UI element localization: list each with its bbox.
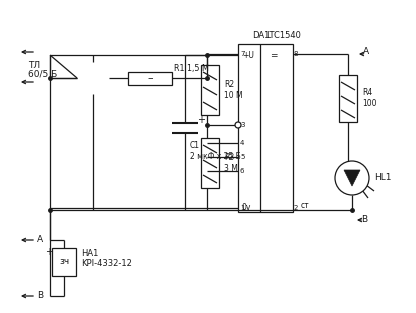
Text: 4: 4 xyxy=(240,140,244,146)
Circle shape xyxy=(335,161,369,195)
Text: R4
100: R4 100 xyxy=(362,88,376,108)
Text: R1 1,5 M: R1 1,5 M xyxy=(174,64,209,74)
Circle shape xyxy=(235,122,241,128)
Text: =: = xyxy=(270,52,278,60)
Text: ТЛ: ТЛ xyxy=(28,60,40,69)
Text: HL1: HL1 xyxy=(374,173,392,182)
Text: R2
10 M: R2 10 M xyxy=(224,80,243,100)
Bar xyxy=(128,72,172,85)
Polygon shape xyxy=(344,170,360,186)
Text: зч: зч xyxy=(59,258,69,266)
Text: KPI-4332-12: KPI-4332-12 xyxy=(81,259,132,269)
Text: 5: 5 xyxy=(240,154,244,160)
Text: B: B xyxy=(361,215,367,224)
Text: 60/5 Б: 60/5 Б xyxy=(28,69,57,79)
Text: 2: 2 xyxy=(294,205,298,211)
Text: 1: 1 xyxy=(240,205,245,211)
Text: 8: 8 xyxy=(294,51,299,57)
Text: –: – xyxy=(147,73,153,83)
Text: R3
3 M: R3 3 M xyxy=(224,153,238,173)
Text: A: A xyxy=(37,235,43,244)
Text: LTC1540: LTC1540 xyxy=(266,32,301,40)
Bar xyxy=(238,44,293,212)
Text: HA1: HA1 xyxy=(81,249,98,259)
Text: +U: +U xyxy=(242,52,254,60)
Text: DA1: DA1 xyxy=(252,32,269,40)
Text: +: + xyxy=(45,247,53,257)
Text: 7: 7 xyxy=(240,51,245,57)
Text: 0v: 0v xyxy=(242,203,251,212)
Text: C1
2 мкФ х 25 Б: C1 2 мкФ х 25 Б xyxy=(190,141,241,161)
Text: ст: ст xyxy=(301,202,310,211)
Text: B: B xyxy=(37,291,43,300)
Bar xyxy=(52,248,76,276)
Text: 6: 6 xyxy=(240,168,245,174)
Bar xyxy=(201,138,219,188)
Bar xyxy=(201,65,219,115)
Bar xyxy=(339,75,357,122)
Text: A: A xyxy=(363,47,369,55)
Text: +: + xyxy=(197,115,205,125)
Text: 3: 3 xyxy=(240,122,245,128)
